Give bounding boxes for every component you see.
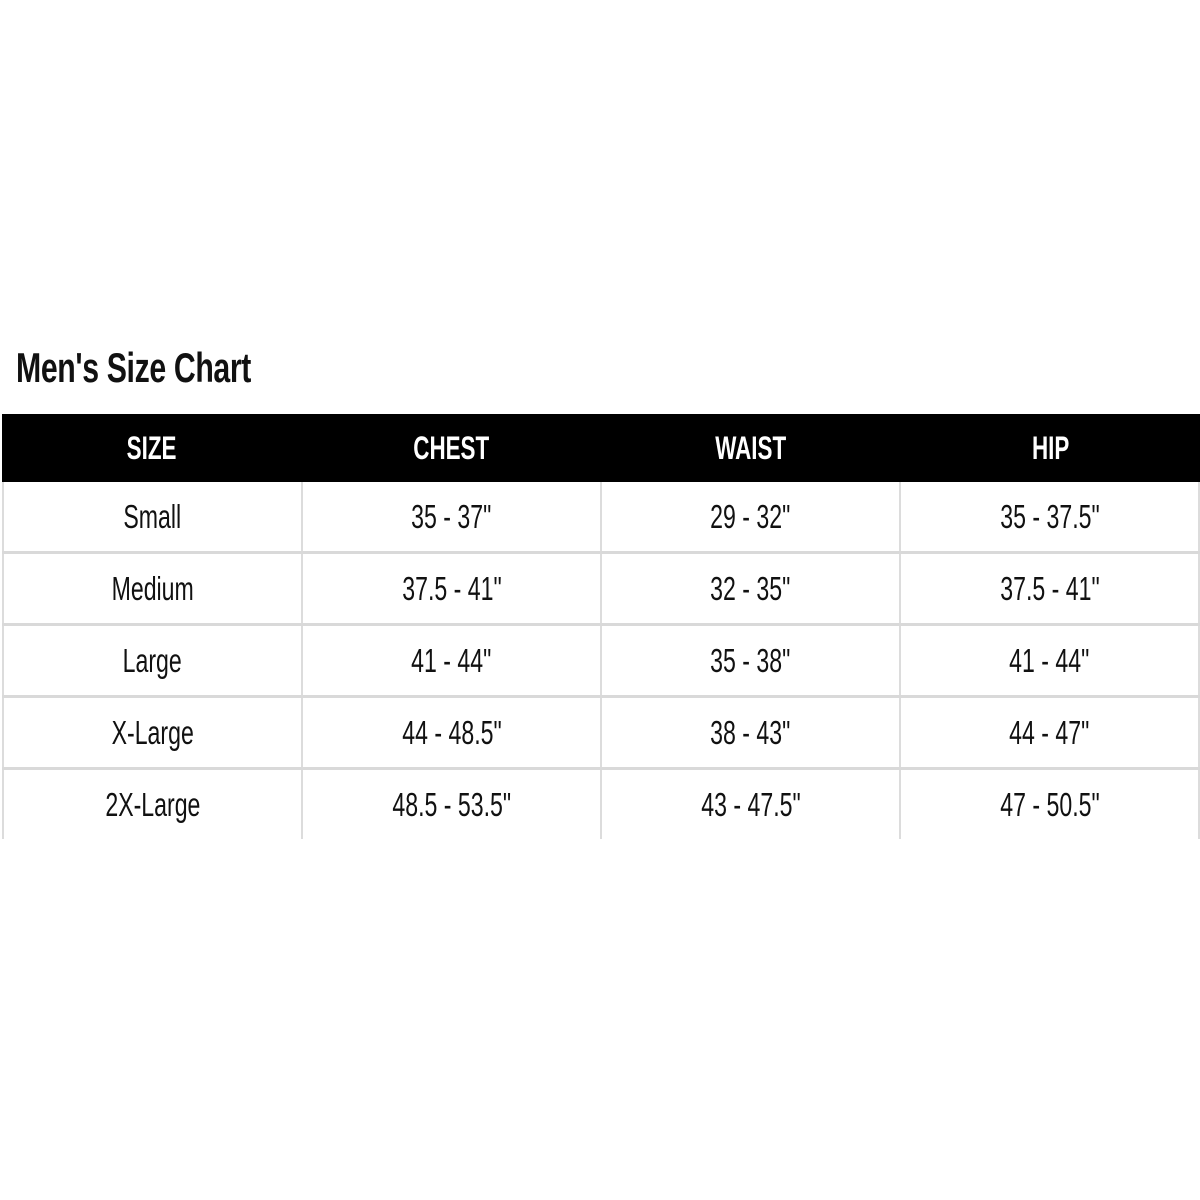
header-label: CHEST (413, 429, 490, 466)
cell-hip: 35 - 37.5" (901, 482, 1200, 551)
cell-size: Medium (2, 554, 303, 623)
cell-waist: 32 - 35" (602, 554, 901, 623)
column-header-size: SIZE (2, 414, 302, 482)
cell-size: X-Large (2, 698, 303, 767)
cell-value: 47 - 50.5" (999, 785, 1100, 823)
column-header-hip: HIP (901, 414, 1200, 482)
cell-value: 32 - 35" (710, 569, 791, 607)
header-label: SIZE (126, 429, 177, 466)
cell-chest: 37.5 - 41" (303, 554, 602, 623)
cell-chest: 41 - 44" (303, 626, 602, 695)
table-row: Large 41 - 44" 35 - 38" 41 - 44" (2, 623, 1200, 695)
cell-value: 37.5 - 41" (401, 569, 502, 607)
size-chart-table: SIZE CHEST WAIST HIP Small 35 - 37" 29 - 3… (2, 414, 1200, 839)
cell-value: 43 - 47.5" (700, 785, 801, 823)
cell-hip: 37.5 - 41" (901, 554, 1200, 623)
cell-value: 48.5 - 53.5" (392, 785, 511, 823)
table-row: 2X-Large 48.5 - 53.5" 43 - 47.5" 47 - 50.5" (2, 767, 1200, 839)
cell-value: Medium (111, 569, 194, 607)
cell-value: Small (123, 497, 182, 535)
cell-value: 38 - 43" (710, 713, 791, 751)
cell-value: Large (122, 641, 183, 679)
cell-hip: 41 - 44" (901, 626, 1200, 695)
table-row: Small 35 - 37" 29 - 32" 35 - 37.5" (2, 482, 1200, 551)
cell-value: X-Large (111, 713, 194, 751)
cell-value: 29 - 32" (710, 497, 791, 535)
cell-size: Large (2, 626, 303, 695)
cell-waist: 38 - 43" (602, 698, 901, 767)
table-row: Medium 37.5 - 41" 32 - 35" 37.5 - 41" (2, 551, 1200, 623)
cell-value: 41 - 44" (1009, 641, 1090, 679)
cell-value: 37.5 - 41" (999, 569, 1100, 607)
cell-waist: 35 - 38" (602, 626, 901, 695)
cell-value: 44 - 48.5" (401, 713, 502, 751)
cell-hip: 44 - 47" (901, 698, 1200, 767)
table-row: X-Large 44 - 48.5" 38 - 43" 44 - 47" (2, 695, 1200, 767)
cell-value: 44 - 47" (1009, 713, 1090, 751)
cell-chest: 44 - 48.5" (303, 698, 602, 767)
cell-waist: 43 - 47.5" (602, 770, 901, 839)
cell-value: 35 - 38" (710, 641, 791, 679)
cell-value: 41 - 44" (411, 641, 492, 679)
header-label: HIP (1031, 429, 1069, 466)
cell-size: 2X-Large (2, 770, 303, 839)
cell-chest: 48.5 - 53.5" (303, 770, 602, 839)
cell-size: Small (2, 482, 303, 551)
table-body: Small 35 - 37" 29 - 32" 35 - 37.5" Medium 37.… (2, 482, 1200, 839)
cell-chest: 35 - 37" (303, 482, 602, 551)
column-header-waist: WAIST (601, 414, 901, 482)
cell-hip: 47 - 50.5" (901, 770, 1200, 839)
column-header-chest: CHEST (302, 414, 602, 482)
page-title: Men's Size Chart (16, 344, 252, 391)
cell-value: 35 - 37" (411, 497, 492, 535)
cell-waist: 29 - 32" (602, 482, 901, 551)
cell-value: 2X-Large (104, 785, 201, 823)
header-label: WAIST (715, 429, 787, 466)
table-header-row: SIZE CHEST WAIST HIP (2, 414, 1200, 482)
cell-value: 35 - 37.5" (999, 497, 1100, 535)
